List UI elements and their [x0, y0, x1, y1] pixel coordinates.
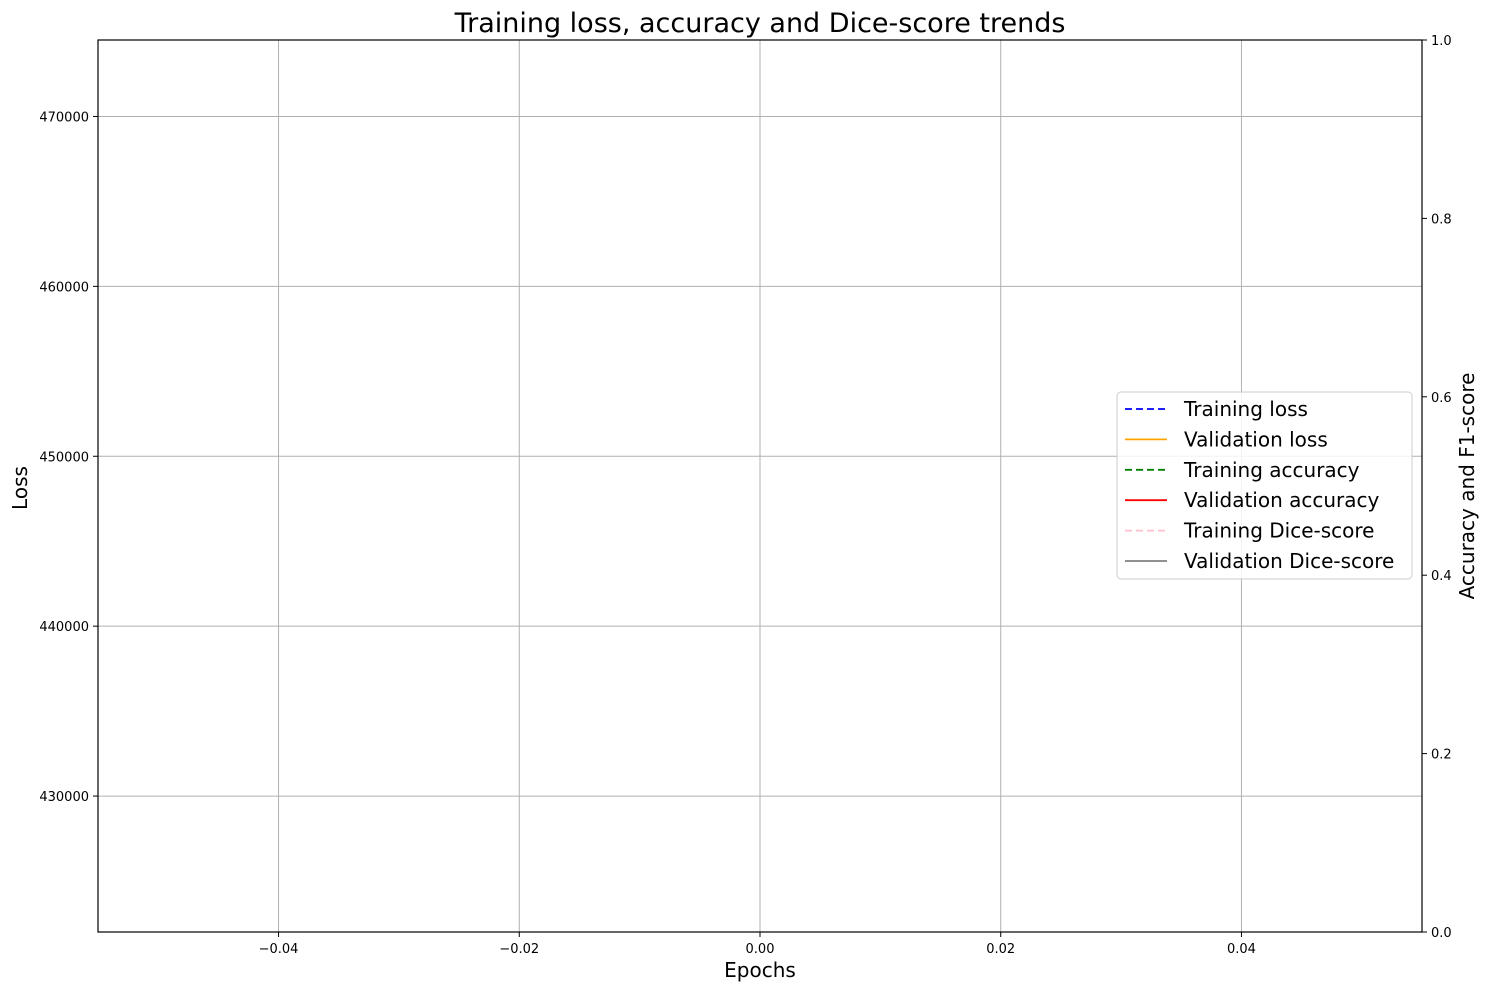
- y2-tick-label: 1.0: [1431, 34, 1452, 49]
- y-tick-label: 430000: [39, 790, 89, 805]
- x-axis-ticks: −0.04 −0.02 0.00 0.02 0.04: [259, 932, 1256, 957]
- legend-entry-label: Training loss: [1183, 397, 1308, 421]
- y-tick-label: 470000: [39, 110, 89, 125]
- y2-tick-label: 0.6: [1431, 391, 1452, 406]
- legend: Training loss Validation loss Training acc…: [1116, 391, 1413, 580]
- y2-tick-label: 0.0: [1431, 926, 1452, 941]
- y2-axis-label: Accuracy and F1-score: [1455, 373, 1479, 600]
- legend-entry-label: Validation loss: [1184, 427, 1328, 451]
- y2-tick-label: 0.4: [1431, 569, 1452, 584]
- legend-entry-label: Training accuracy: [1183, 458, 1360, 482]
- legend-entry-label: Validation Dice-score: [1184, 549, 1394, 573]
- y-axis-ticks: 430000 440000 450000 460000 470000: [39, 110, 98, 805]
- y2-tick-label: 0.2: [1431, 748, 1452, 763]
- y-axis-label: Loss: [8, 466, 32, 510]
- legend-entry-label: Training Dice-score: [1183, 519, 1375, 543]
- y-tick-label: 450000: [39, 450, 89, 465]
- x-tick-label: 0.04: [1227, 942, 1256, 957]
- x-tick-label: −0.04: [259, 942, 299, 957]
- y2-tick-label: 0.8: [1431, 212, 1452, 227]
- x-tick-label: 0.02: [986, 942, 1015, 957]
- y-tick-label: 460000: [39, 280, 89, 295]
- x-tick-label: 0.00: [746, 942, 775, 957]
- legend-entry-label: Validation accuracy: [1184, 488, 1380, 512]
- y-tick-label: 440000: [39, 620, 89, 635]
- legend-box: [1116, 391, 1413, 580]
- chart-title: Training loss, accuracy and Dice-score t…: [454, 8, 1066, 39]
- x-axis-label: Epochs: [724, 958, 796, 982]
- x-tick-label: −0.02: [499, 942, 539, 957]
- y2-axis-ticks: 0.0 0.2 0.4 0.6 0.8 1.0: [1422, 34, 1452, 941]
